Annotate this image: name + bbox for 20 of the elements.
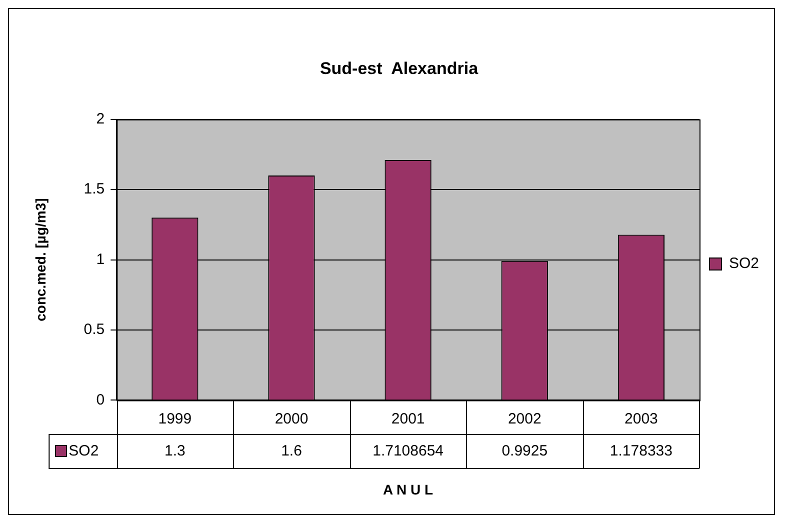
y-tick-label: 0.5 xyxy=(84,321,105,338)
x-axis-title: A N U L xyxy=(383,481,434,498)
chart-title: Sud-est Alexandria xyxy=(320,58,479,78)
y-tick-label: 1 xyxy=(96,250,105,268)
data-label: 1.6 xyxy=(281,442,302,460)
x-tick-label: 2000 xyxy=(274,410,308,428)
x-tick-label: 2002 xyxy=(508,410,542,428)
data-label: 0.9925 xyxy=(502,442,548,460)
text: SO2 xyxy=(68,442,99,460)
x-tick-label: 1999 xyxy=(158,410,192,428)
y-tick-label: 1.5 xyxy=(84,180,105,198)
data-label: 1.178333 xyxy=(610,442,672,460)
y-axis-title: conc.med. [µg/m3] xyxy=(32,198,48,322)
data-label: 1.3 xyxy=(164,442,186,460)
data-label: 1.7108654 xyxy=(372,442,444,460)
y-tick-label: 0 xyxy=(96,391,105,408)
x-tick-label: 2001 xyxy=(391,410,425,428)
y-tick-label: 2 xyxy=(96,110,105,128)
legend-label: SO2 xyxy=(728,255,759,272)
x-tick-label: 2003 xyxy=(624,410,658,428)
